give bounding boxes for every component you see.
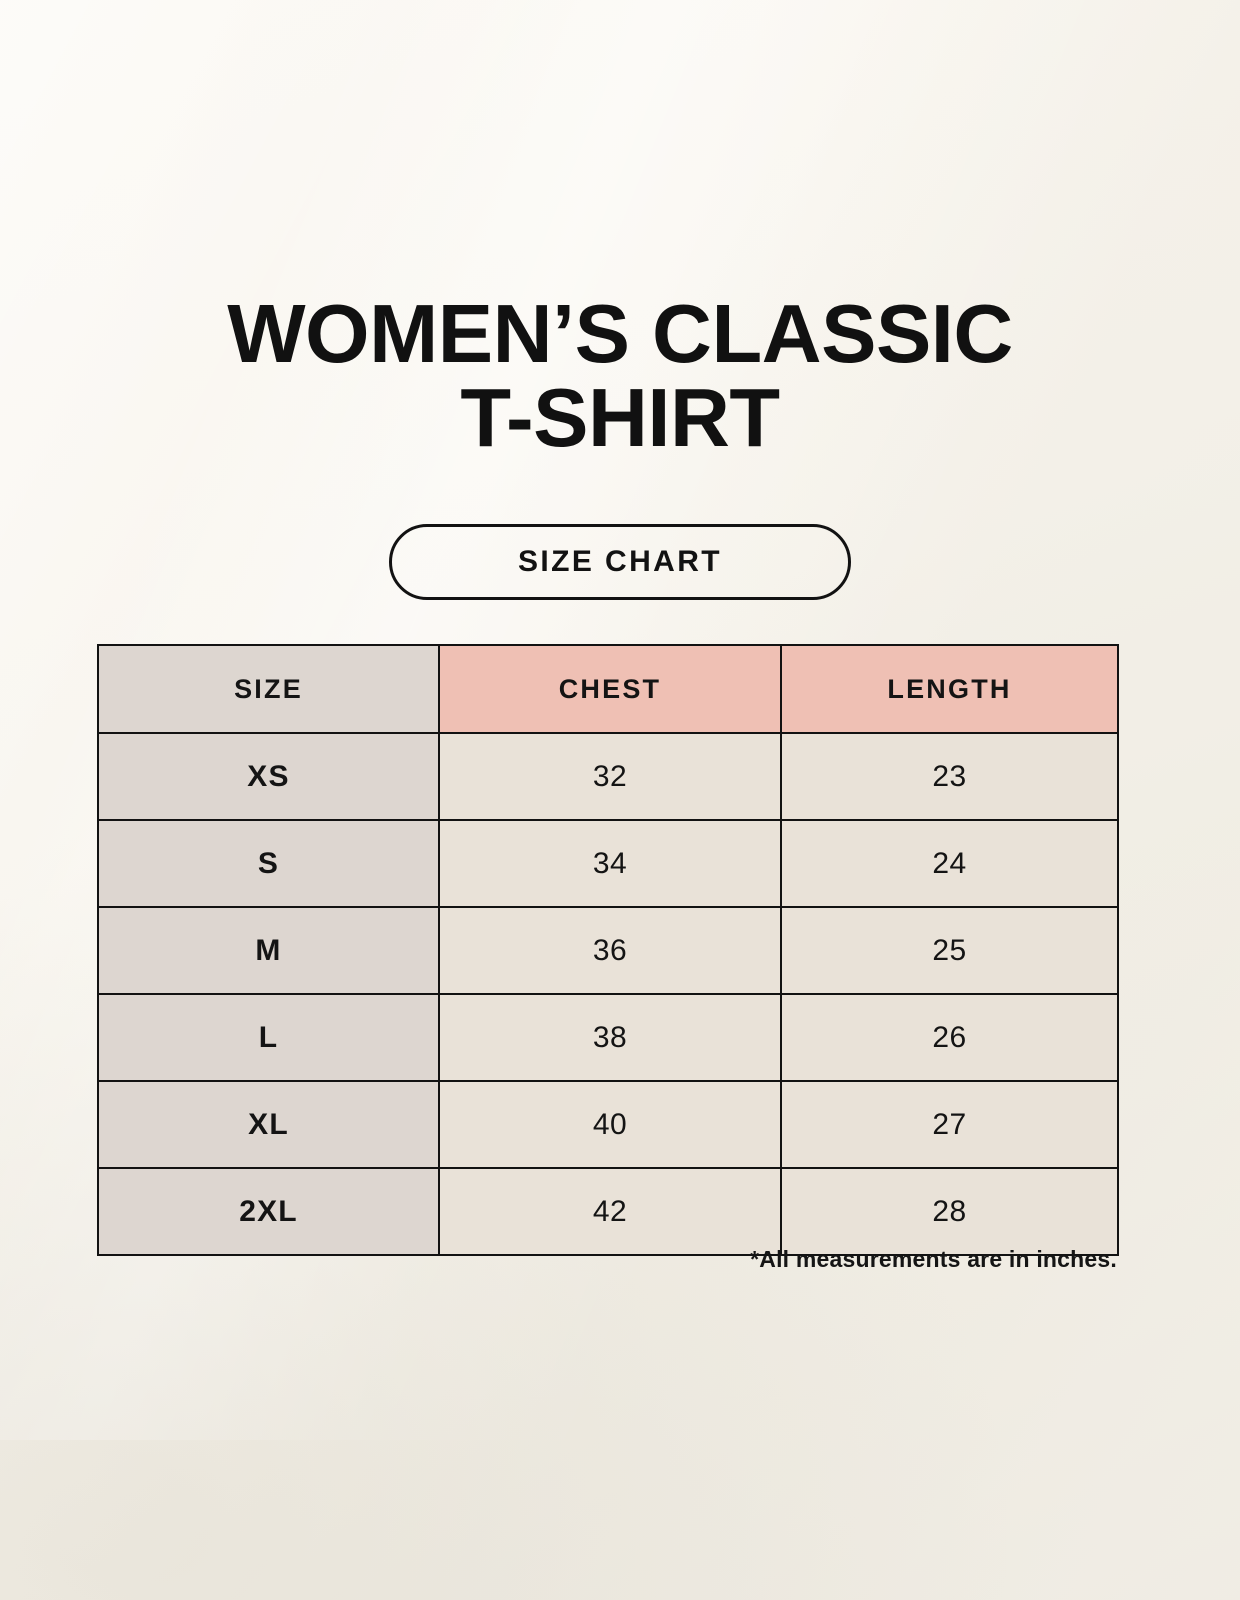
size-chart-table-container: SIZE CHEST LENGTH XS 32 23 S 34 24 — [97, 644, 1119, 1256]
cell-chest: 34 — [438, 819, 782, 908]
cell-chest: 36 — [438, 906, 782, 995]
cell-size: S — [97, 819, 440, 908]
cell-length: 24 — [780, 819, 1119, 908]
cell-length: 27 — [780, 1080, 1119, 1169]
table-row: S 34 24 — [97, 819, 1119, 908]
column-header-size: SIZE — [97, 644, 440, 734]
table-row: L 38 26 — [97, 993, 1119, 1082]
cell-length: 23 — [780, 732, 1119, 821]
page-title-line-1: WOMEN’S CLASSIC — [227, 287, 1013, 380]
page-title: WOMEN’S CLASSIC T-SHIRT — [0, 292, 1240, 460]
table-row: XS 32 23 — [97, 732, 1119, 821]
cell-chest: 32 — [438, 732, 782, 821]
size-chart-badge-label: SIZE CHART — [518, 545, 722, 578]
table-header: SIZE CHEST LENGTH — [97, 644, 1119, 734]
page-title-line-2: T-SHIRT — [460, 371, 780, 464]
cell-size: 2XL — [97, 1167, 440, 1256]
cell-size: XS — [97, 732, 440, 821]
measurements-footnote: *All measurements are in inches. — [750, 1246, 1117, 1272]
cell-chest: 42 — [438, 1167, 782, 1256]
table-header-row: SIZE CHEST LENGTH — [97, 644, 1119, 734]
cell-size: M — [97, 906, 440, 995]
cell-length: 26 — [780, 993, 1119, 1082]
column-header-length: LENGTH — [780, 644, 1119, 734]
table-row: M 36 25 — [97, 906, 1119, 995]
table-row: 2XL 42 28 — [97, 1167, 1119, 1256]
table-row: XL 40 27 — [97, 1080, 1119, 1169]
size-chart-badge: SIZE CHART — [389, 524, 851, 600]
table-body: XS 32 23 S 34 24 M 36 25 L — [97, 732, 1119, 1256]
cell-length: 25 — [780, 906, 1119, 995]
cell-size: XL — [97, 1080, 440, 1169]
column-header-chest: CHEST — [438, 644, 782, 734]
cell-chest: 38 — [438, 993, 782, 1082]
cell-size: L — [97, 993, 440, 1082]
size-chart-badge-container: SIZE CHART — [0, 524, 1240, 600]
cell-length: 28 — [780, 1167, 1119, 1256]
size-chart-table: SIZE CHEST LENGTH XS 32 23 S 34 24 — [97, 644, 1119, 1256]
cell-chest: 40 — [438, 1080, 782, 1169]
